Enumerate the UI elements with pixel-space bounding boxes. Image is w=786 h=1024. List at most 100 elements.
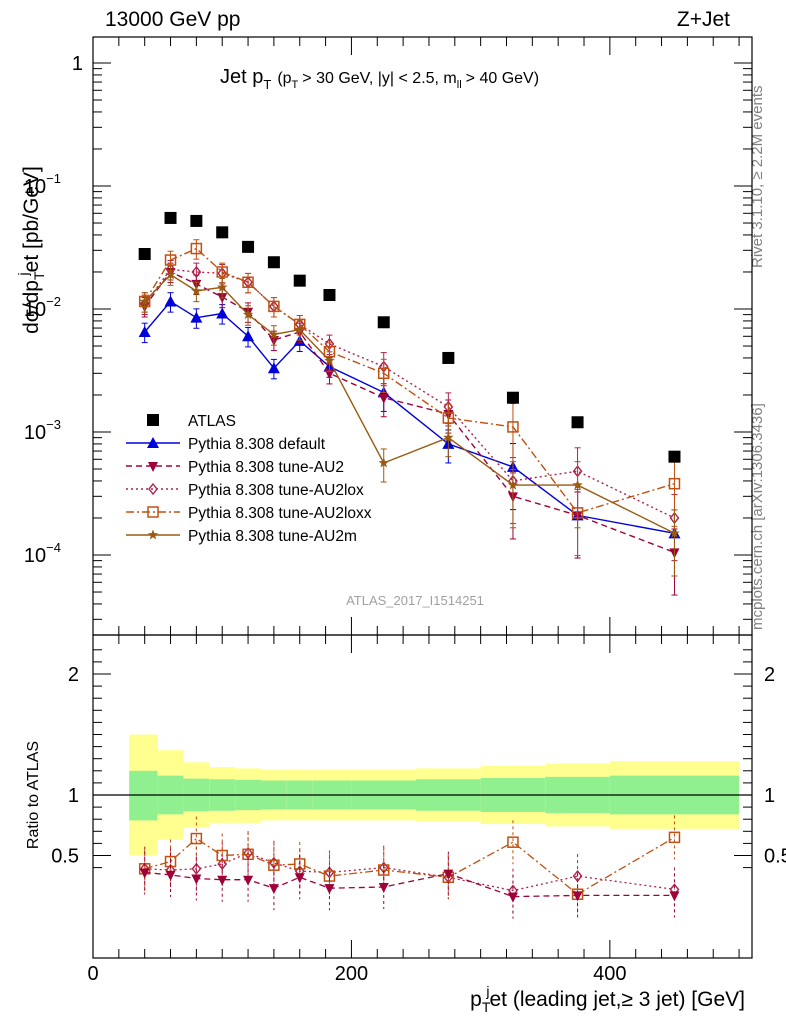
ratio-point	[217, 857, 228, 871]
data-point	[216, 307, 229, 319]
tick-base: 10	[24, 176, 46, 198]
legend-item-au2lox: Pythia 8.308 tune-AU2lox	[126, 482, 364, 499]
energy-label: 13000 GeV pp	[105, 8, 240, 31]
band-inner-segment	[129, 770, 158, 821]
rivet-version-label: Rivet 3.1.10, ≥ 2.2M events	[749, 86, 766, 269]
tick-base: 10	[24, 545, 46, 567]
ratio-point	[190, 832, 203, 845]
process-label: Z+Jet	[677, 8, 730, 31]
legend-marker	[147, 506, 159, 518]
ratio-point	[191, 874, 202, 885]
data-point	[165, 269, 176, 280]
ratio-series-au2lox	[139, 831, 680, 913]
ratio-tick-label-left: 1	[68, 785, 79, 807]
legend: ATLAS Pythia 8.308 default Pythia 8.308 tu…	[126, 413, 372, 545]
tick-exp: −4	[46, 540, 61, 555]
data-point	[377, 367, 390, 380]
tick-exp: −1	[46, 171, 61, 186]
analysis-label: ATLAS_2017_I1514251	[346, 593, 484, 608]
data-point	[190, 242, 203, 255]
data-point	[190, 311, 203, 323]
legend-label: Pythia 8.308 tune-AU2	[188, 459, 344, 476]
ratio-point	[378, 882, 389, 893]
legend-label: Pythia 8.308 tune-AU2lox	[188, 482, 364, 499]
data-point	[507, 479, 519, 490]
legend-marker	[147, 437, 159, 448]
legend-item-au2m: Pythia 8.308 tune-AU2m	[126, 528, 357, 545]
data-point	[139, 296, 150, 306]
data-point	[443, 432, 454, 443]
ratio-point	[165, 870, 176, 881]
data-point	[507, 421, 519, 433]
ratio-point	[669, 891, 680, 902]
y-tick-label: 10−4	[24, 540, 61, 567]
x-axis-label: pTjet (leading jet,≥ 3 jet) [GeV]	[470, 983, 745, 1015]
ratio-tick-label-right: 0.5	[764, 846, 786, 868]
data-point	[242, 276, 254, 288]
data-point	[138, 247, 151, 260]
data-point	[191, 265, 202, 279]
data-point	[268, 329, 280, 339]
y-axis-label-main: dσ/dpTjet [pb/GeV]	[15, 166, 47, 334]
ratio-point	[268, 859, 280, 871]
data-point	[668, 450, 681, 463]
main-series-atlas	[138, 211, 681, 463]
legend-label: ATLAS	[188, 413, 236, 430]
ratio-series-layer	[138, 815, 681, 919]
legend-item-default: Pythia 8.308 default	[126, 436, 326, 453]
ratio-tick-label-left: 0.5	[51, 846, 79, 868]
legend-label: Pythia 8.308 tune-AU2m	[188, 528, 357, 545]
data-point	[669, 527, 680, 538]
data-point	[191, 285, 202, 296]
data-point	[242, 240, 255, 253]
data-point	[242, 309, 254, 320]
ratio-frame	[92, 634, 753, 959]
y-axis-label-ratio: Ratio to ATLAS	[25, 741, 42, 849]
data-point	[190, 214, 203, 227]
legend-item-au2: Pythia 8.308 tune-AU2	[126, 459, 344, 476]
ratio-point	[294, 873, 305, 884]
data-point	[324, 355, 335, 366]
legend-marker	[147, 414, 159, 426]
legend-item-au2loxx: Pythia 8.308 tune-AU2loxx	[126, 505, 372, 522]
data-point	[294, 324, 305, 335]
ratio-point	[668, 831, 681, 844]
data-point	[293, 274, 306, 287]
ratio-point	[507, 892, 518, 903]
mcplots-label: mcplots.cern.ch [arXiv:1306.3436]	[749, 403, 766, 630]
ratio-series-au2loxx	[138, 815, 681, 917]
data-point	[242, 330, 255, 342]
ratio-uncertainty-bands	[93, 734, 752, 856]
data-point	[268, 300, 280, 313]
data-point	[138, 326, 151, 338]
data-point	[378, 457, 389, 468]
ratio-series-au2	[139, 850, 680, 919]
data-point	[216, 266, 228, 278]
ratio-point	[324, 884, 335, 895]
ratio-point	[507, 836, 519, 848]
data-point	[377, 316, 390, 329]
legend-label: Pythia 8.308 tune-AU2loxx	[188, 505, 372, 522]
legend-label: Pythia 8.308 default	[188, 436, 326, 453]
data-point	[668, 477, 681, 490]
data-point	[378, 393, 389, 404]
data-point	[216, 226, 229, 239]
main-frame	[92, 36, 753, 636]
ratio-tick-label-left: 2	[68, 664, 79, 686]
data-point	[323, 288, 336, 301]
legend-marker	[147, 529, 159, 540]
y-tick-label: 10−2	[24, 294, 61, 321]
x-tick-label: 200	[335, 963, 368, 985]
tick-base: 10	[24, 422, 46, 444]
x-tick-label: 0	[87, 963, 98, 985]
ratio-tick-label-right: 2	[764, 664, 775, 686]
data-point	[324, 369, 335, 380]
tick-exp: −2	[46, 294, 61, 309]
x-tick-label: 400	[593, 963, 626, 985]
plot-title: Jet pT (pT > 30 GeV, |y| < 2.5, mll > 40 Ge…	[220, 66, 539, 92]
y-tick-label: 1	[72, 53, 83, 75]
data-point	[442, 412, 455, 424]
data-point	[571, 416, 584, 429]
data-point	[267, 256, 280, 269]
